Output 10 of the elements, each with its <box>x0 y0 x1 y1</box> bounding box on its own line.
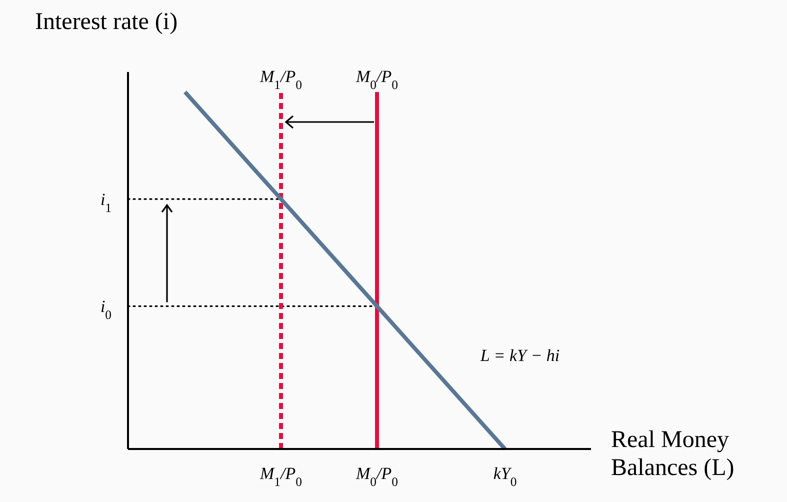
ref-line-label: M$_{0}$/P$_{0}$ <box>354 67 398 92</box>
x-tick-label: M$_{0}$/P$_{0}$ <box>354 464 398 489</box>
ref-line-label: i$_{0}$ <box>100 297 112 322</box>
x-tick-label: M$_{1}$/P$_{0}$ <box>258 464 302 489</box>
annotation: L = kY − hi <box>479 346 560 365</box>
ref-line-label: M$_{1}$/P$_{0}$ <box>258 67 302 92</box>
x-tick-label: kY$_{0}$ <box>493 464 517 489</box>
y-axis-title: Interest rate (i) <box>35 9 178 35</box>
x-axis-title: Real Money Balances (L) <box>611 427 734 481</box>
ref-line-label: i$_{1}$ <box>100 190 112 216</box>
